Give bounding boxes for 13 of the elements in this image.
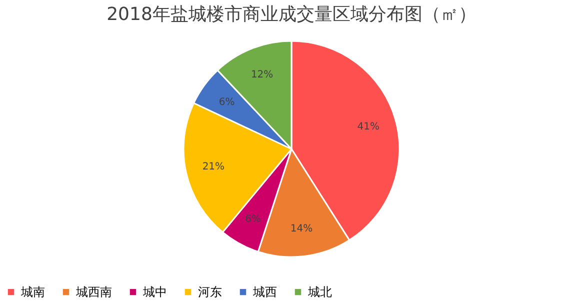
data-label: 14% <box>290 223 313 234</box>
legend-label: 河东 <box>198 285 222 300</box>
data-label: 41% <box>357 122 380 133</box>
data-label: 12% <box>250 70 274 81</box>
legend-label: 城中 <box>142 285 167 300</box>
legend-label: 城北 <box>307 285 332 300</box>
data-label: 6% <box>218 96 235 108</box>
legend-label: 城西 <box>252 285 277 300</box>
legend-label: 城南 <box>20 285 45 300</box>
chart-title: 2018年盐城楼市商业成交量区域分布图（㎡） <box>106 4 476 25</box>
data-label: 21% <box>202 161 225 172</box>
legend-label: 城西南 <box>75 285 112 300</box>
data-label: 6% <box>245 214 261 226</box>
